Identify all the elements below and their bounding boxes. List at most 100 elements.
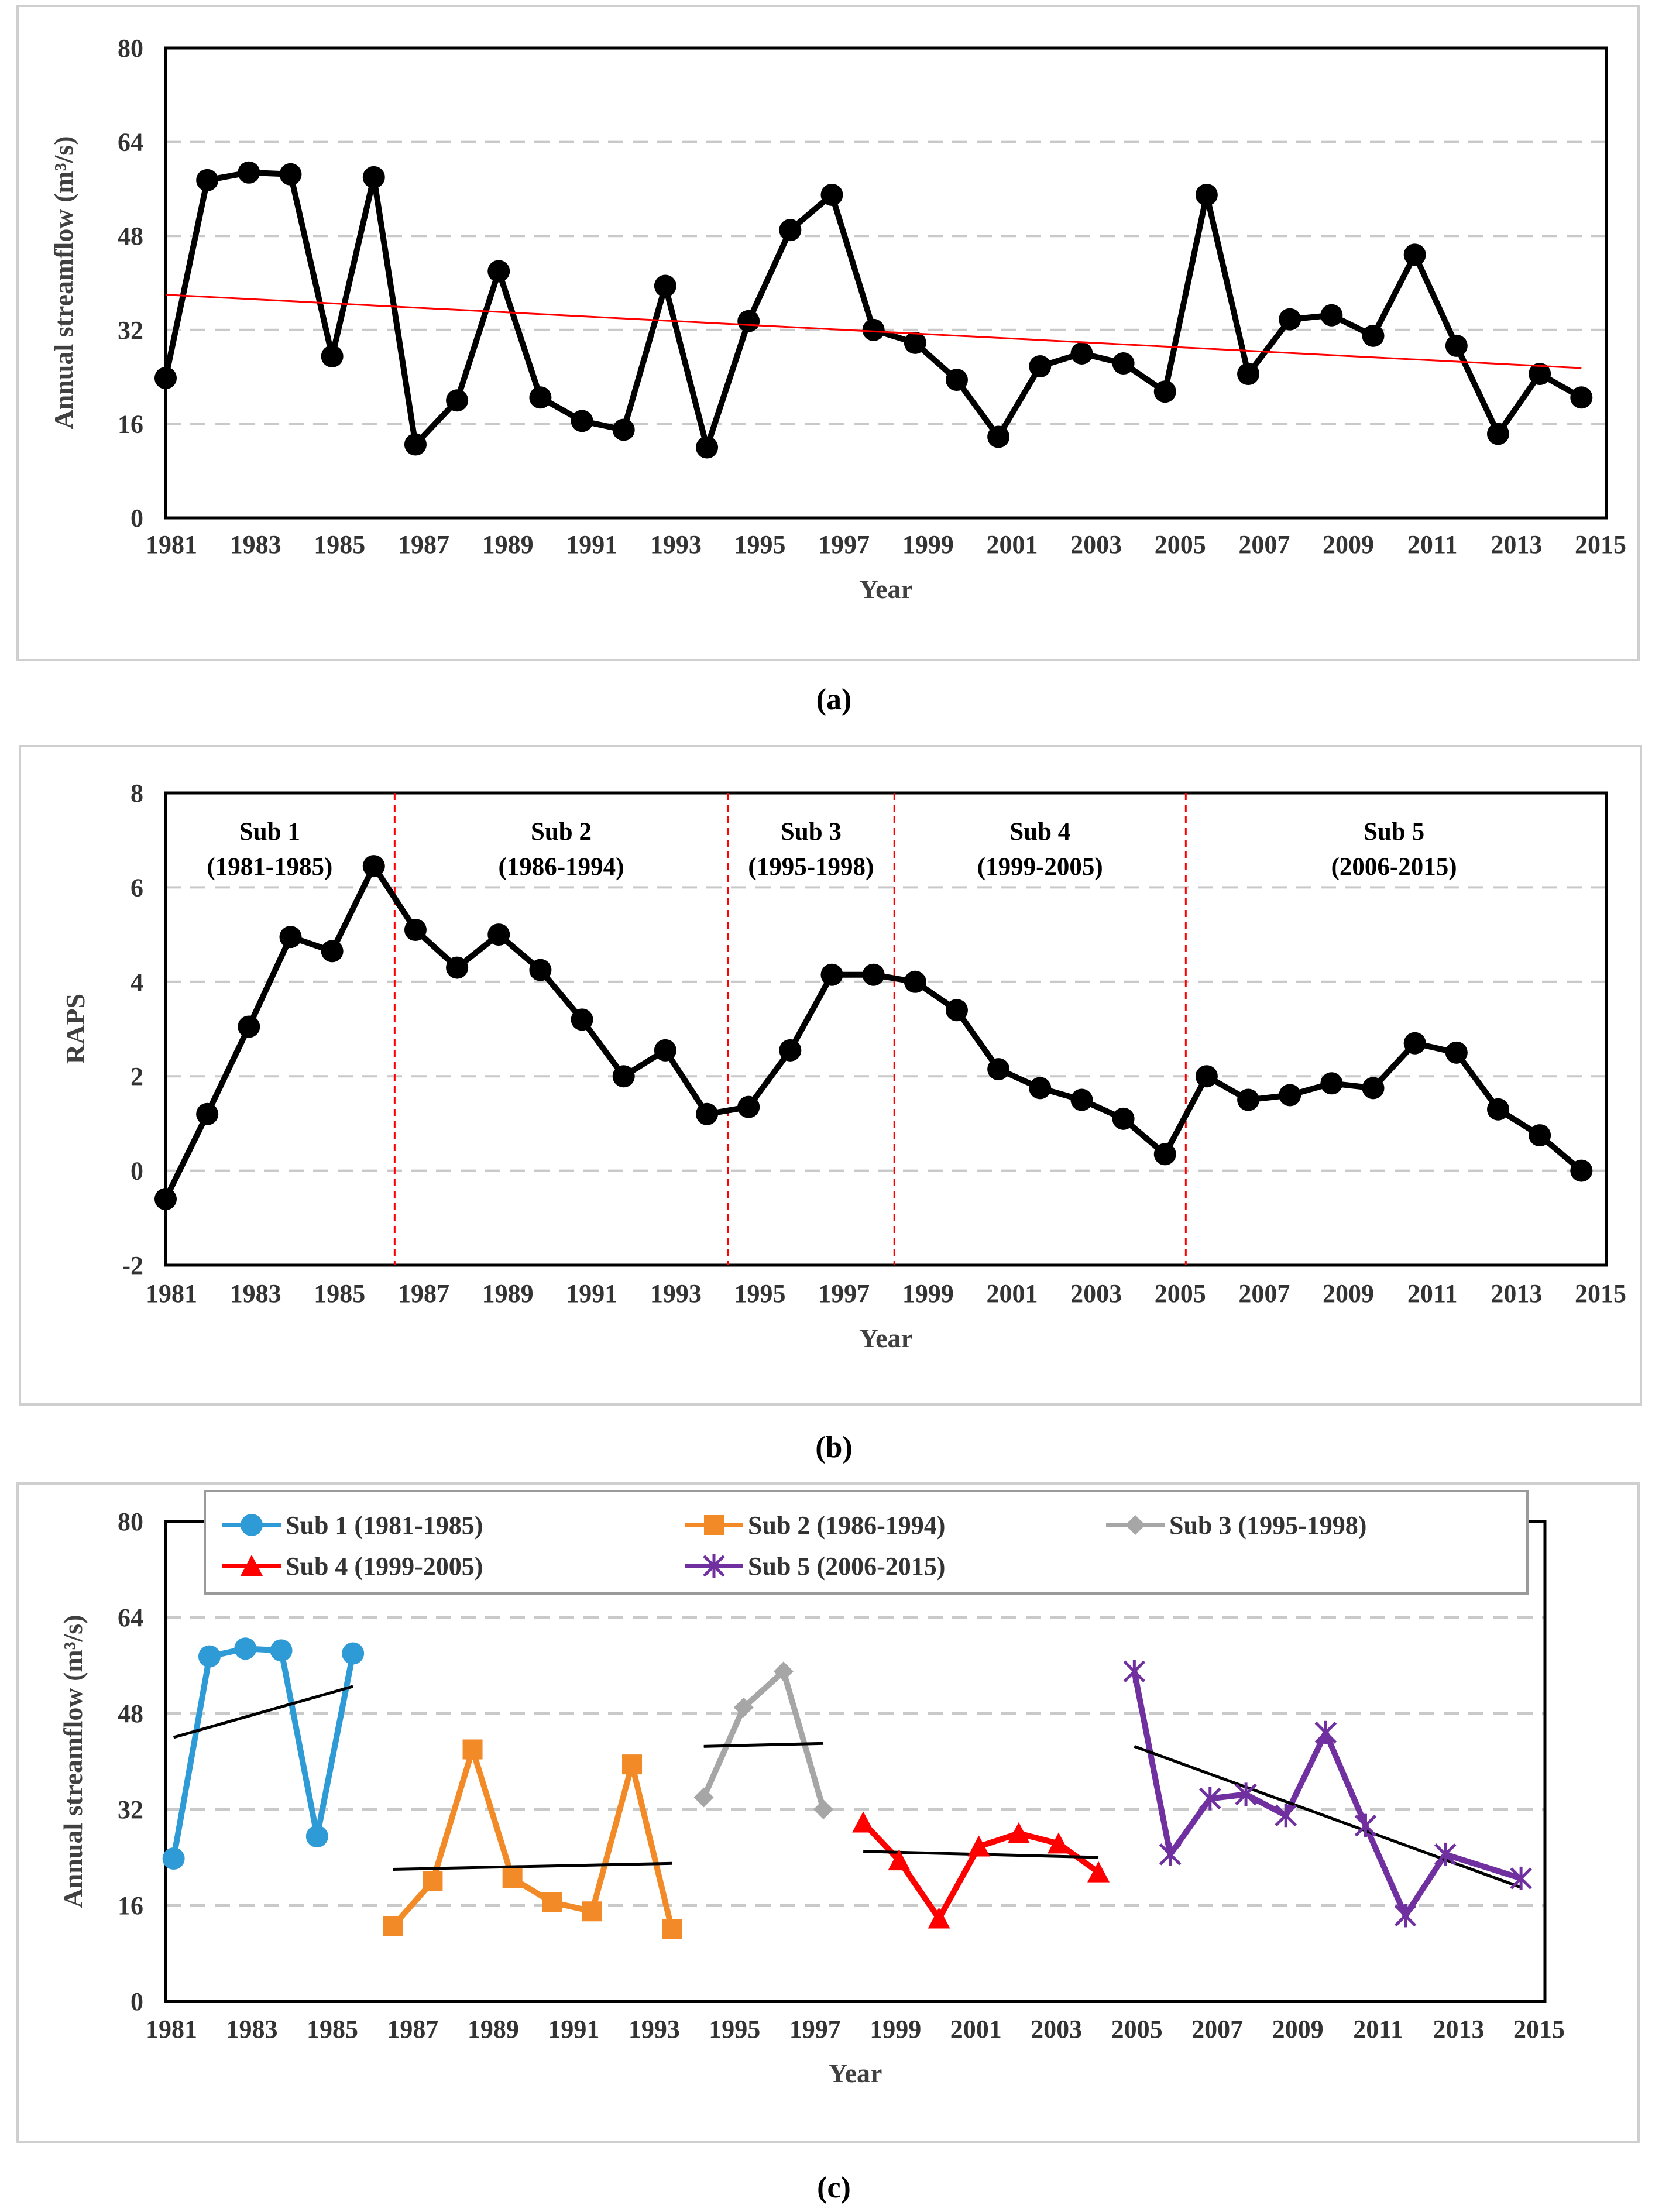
y-tick-label: 8: [131, 779, 143, 808]
data-point: [987, 425, 1010, 448]
data-point: [928, 1907, 950, 1929]
data-point: [446, 389, 469, 412]
data-point: [703, 1554, 725, 1578]
data-point: [1237, 1088, 1260, 1111]
data-point: [862, 318, 885, 341]
data-point: [383, 1916, 403, 1936]
x-tick-label: 2001: [986, 1279, 1038, 1308]
data-point: [154, 367, 177, 390]
data-point: [820, 963, 843, 986]
data-point: [904, 970, 926, 993]
x-tick-label: 1999: [902, 1279, 954, 1308]
data-point: [737, 1095, 760, 1118]
y-tick-label: 0: [131, 504, 143, 533]
data-point: [196, 169, 219, 191]
legend-box: [204, 1490, 1529, 1595]
x-tick-label: 1995: [734, 530, 786, 559]
x-tick-label: 1991: [566, 530, 617, 559]
y-tick-label: 2: [131, 1062, 143, 1091]
data-point: [571, 1008, 593, 1031]
y-tick-label: 4: [131, 968, 143, 997]
x-tick-label: 2013: [1433, 2015, 1485, 2043]
data-point: [693, 1787, 714, 1808]
x-tick-label: 1997: [818, 1279, 870, 1308]
x-tick-label: 1989: [468, 2015, 519, 2043]
data-point: [1486, 1098, 1509, 1121]
data-point: [305, 1825, 328, 1848]
plot-area-border: [164, 46, 1608, 520]
x-tick-label: 1983: [230, 530, 281, 559]
data-point: [945, 999, 968, 1022]
data-point: [612, 1065, 635, 1088]
data-point: [1125, 1515, 1145, 1535]
sub-period-range: (1999-2005): [977, 853, 1103, 881]
x-tick-label: 1993: [650, 1279, 702, 1308]
x-tick-label: 2015: [1575, 1279, 1626, 1308]
caption-b: (b): [815, 1431, 853, 1464]
data-point: [813, 1799, 834, 1819]
data-point: [1195, 1065, 1218, 1088]
data-point: [487, 923, 510, 946]
data-point: [238, 1015, 260, 1038]
data-point: [279, 163, 302, 186]
x-tick-label: 1997: [818, 530, 870, 559]
x-tick-label: 2011: [1407, 1279, 1458, 1308]
data-point: [1362, 324, 1385, 347]
trend-line: [165, 294, 1582, 369]
y-axis-title: Annual streamflow (m³/s): [58, 1615, 88, 1908]
x-tick-label: 2013: [1491, 1279, 1542, 1308]
data-point: [1279, 308, 1301, 331]
data-point: [1354, 1813, 1377, 1837]
data-point: [1394, 1904, 1417, 1928]
data-point: [1007, 1822, 1030, 1843]
panel-a-frame: [16, 5, 1640, 661]
x-tick-label: 1993: [650, 530, 702, 559]
x-tick-label: 2003: [1070, 1279, 1122, 1308]
data-point: [622, 1754, 643, 1775]
x-tick-label: 2001: [986, 530, 1038, 559]
data-point: [1445, 334, 1468, 357]
data-point: [987, 1058, 1010, 1081]
data-point: [529, 386, 552, 409]
x-axis-title: Year: [829, 2058, 882, 2088]
x-tick-label: 1983: [226, 2015, 277, 2043]
data-point: [362, 855, 385, 878]
y-tick-label: 48: [118, 222, 143, 250]
data-point: [1403, 243, 1426, 266]
data-point: [238, 161, 260, 184]
data-point: [1403, 1032, 1426, 1055]
data-point: [1570, 386, 1593, 409]
data-point: [773, 1661, 794, 1682]
x-tick-label: 2003: [1070, 530, 1122, 559]
x-tick-label: 1983: [230, 1279, 281, 1308]
y-tick-label: 32: [118, 1795, 143, 1824]
panel-c-chart: 0 16 32 48 64 80 1981 1983 1985 1987 1989 1991 1993 1…: [58, 1490, 1565, 2088]
x-tick-label: 1985: [307, 2015, 358, 2043]
x-tick-label: 2013: [1491, 530, 1542, 559]
data-point: [852, 1811, 875, 1833]
y-tick-label: 16: [118, 1891, 143, 1920]
data-point: [196, 1102, 219, 1125]
x-tick-label: 1991: [548, 2015, 599, 2043]
data-point: [1445, 1041, 1468, 1064]
x-axis-title: Year: [859, 1323, 913, 1353]
trend-line: [1134, 1745, 1522, 1889]
data-point: [321, 940, 344, 963]
data-point: [198, 1645, 221, 1668]
x-tick-label: 1989: [482, 1279, 534, 1308]
trend-line: [393, 1861, 672, 1871]
data-point: [696, 436, 719, 459]
data-point: [234, 1637, 257, 1660]
x-tick-label: 2009: [1272, 2015, 1324, 2043]
y-tick-label: 80: [118, 34, 143, 63]
x-tick-label: 2015: [1575, 530, 1626, 559]
data-point: [154, 1188, 177, 1211]
data-point: [662, 1919, 682, 1939]
x-tick-label: 2003: [1031, 2015, 1082, 2043]
caption-c: (c): [817, 2171, 851, 2204]
data-point: [1087, 1861, 1110, 1883]
data-point: [1279, 1084, 1301, 1107]
x-tick-label: 1991: [566, 1279, 617, 1308]
sub-period-label: Sub 1: [239, 818, 300, 846]
